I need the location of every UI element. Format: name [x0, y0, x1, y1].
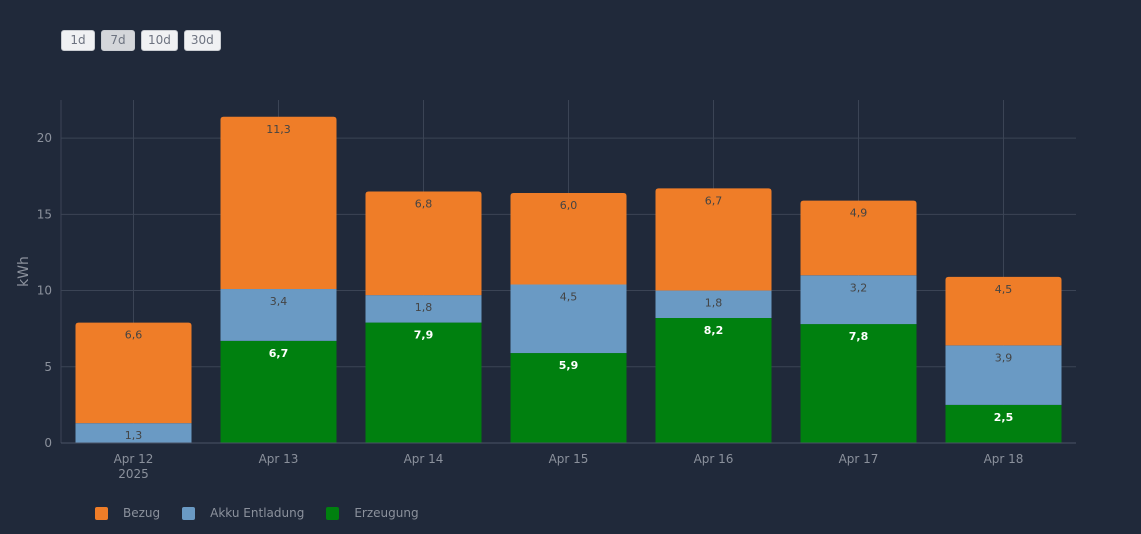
bar-data-label: 7,9	[414, 329, 434, 342]
legend-swatch-erzeugung	[326, 506, 340, 520]
legend-swatch-bezug	[95, 506, 108, 520]
bar-data-label: 2,5	[994, 411, 1014, 424]
bar-segment	[510, 192, 627, 285]
bar-data-label: 1,3	[125, 429, 143, 442]
bar-segment	[220, 116, 337, 290]
bar-segment	[220, 289, 337, 341]
bar-data-label: 3,2	[850, 281, 868, 294]
range-button-30d[interactable]: 30d	[183, 30, 221, 51]
chart-legend: Bezug Akku Entladung Erzeugung	[95, 506, 441, 520]
bar-segment	[365, 295, 482, 323]
range-button-1d[interactable]: 1d	[61, 30, 95, 51]
bar-segment	[220, 340, 337, 443]
range-button-10d[interactable]: 10d	[141, 30, 178, 51]
x-tick-year-label: 2025	[118, 467, 149, 481]
bar-segment	[365, 322, 482, 443]
legend-label-erzeugung: Erzeugung	[354, 506, 419, 520]
y-tick-label: 15	[37, 207, 52, 221]
x-tick-label: Apr 17	[839, 452, 879, 466]
bar-segment	[945, 404, 1062, 443]
x-tick-label: Apr 15	[549, 452, 589, 466]
bar-data-label: 6,7	[705, 194, 723, 207]
y-tick-label: 20	[37, 131, 52, 145]
y-tick-label: 10	[37, 284, 52, 298]
legend-swatch-akku-entladung	[182, 506, 196, 520]
bar-segment	[655, 317, 772, 443]
bar-segment	[75, 322, 192, 424]
legend-item-akku-entladung[interactable]: Akku Entladung	[182, 506, 304, 520]
bar-data-label: 1,8	[705, 297, 723, 310]
x-tick-label: Apr 18	[984, 452, 1024, 466]
legend-item-bezug[interactable]: Bezug	[95, 506, 160, 520]
bar-data-label: 3,4	[270, 295, 288, 308]
bar-segment	[365, 191, 482, 296]
bar-data-label: 6,0	[560, 199, 578, 212]
bar-segment	[510, 353, 627, 443]
bar-segment	[800, 275, 917, 325]
bar-segment	[945, 276, 1062, 346]
x-tick-label: Apr 16	[694, 452, 734, 466]
bar-data-label: 7,8	[849, 330, 869, 343]
x-tick-label: Apr 13	[259, 452, 299, 466]
bar-segment	[945, 345, 1062, 405]
bar-data-label: 5,9	[559, 359, 579, 372]
bar-data-label: 6,8	[415, 197, 433, 210]
y-tick-label: 5	[44, 360, 52, 374]
y-tick-label: 0	[44, 436, 52, 450]
bar-data-label: 4,5	[995, 283, 1013, 296]
range-button-7d[interactable]: 7d	[101, 30, 135, 51]
bar-segment	[510, 284, 627, 354]
y-axis-title: kWh	[16, 256, 32, 287]
bar-data-label: 6,6	[125, 329, 143, 342]
bar-data-label: 4,9	[850, 207, 868, 220]
bar-data-label: 3,9	[995, 351, 1013, 364]
bar-data-label: 1,8	[415, 301, 433, 314]
legend-label-bezug: Bezug	[123, 506, 161, 520]
bar-data-label: 6,7	[269, 347, 289, 360]
bar-segment	[75, 423, 192, 443]
x-tick-label: Apr 14	[404, 452, 444, 466]
legend-item-erzeugung[interactable]: Erzeugung	[326, 506, 419, 520]
bar-segment	[800, 324, 917, 443]
bar-data-label: 8,2	[704, 324, 724, 337]
range-selector: 1d 7d 10d 30d	[61, 30, 221, 51]
legend-label-akku-entladung: Akku Entladung	[210, 506, 305, 520]
x-tick-label: Apr 12	[114, 452, 154, 466]
bar-segment	[655, 290, 772, 318]
bar-segment	[655, 188, 772, 291]
bar-segment	[800, 200, 917, 276]
bar-data-label: 4,5	[560, 290, 578, 303]
bar-data-label: 11,3	[266, 123, 291, 136]
